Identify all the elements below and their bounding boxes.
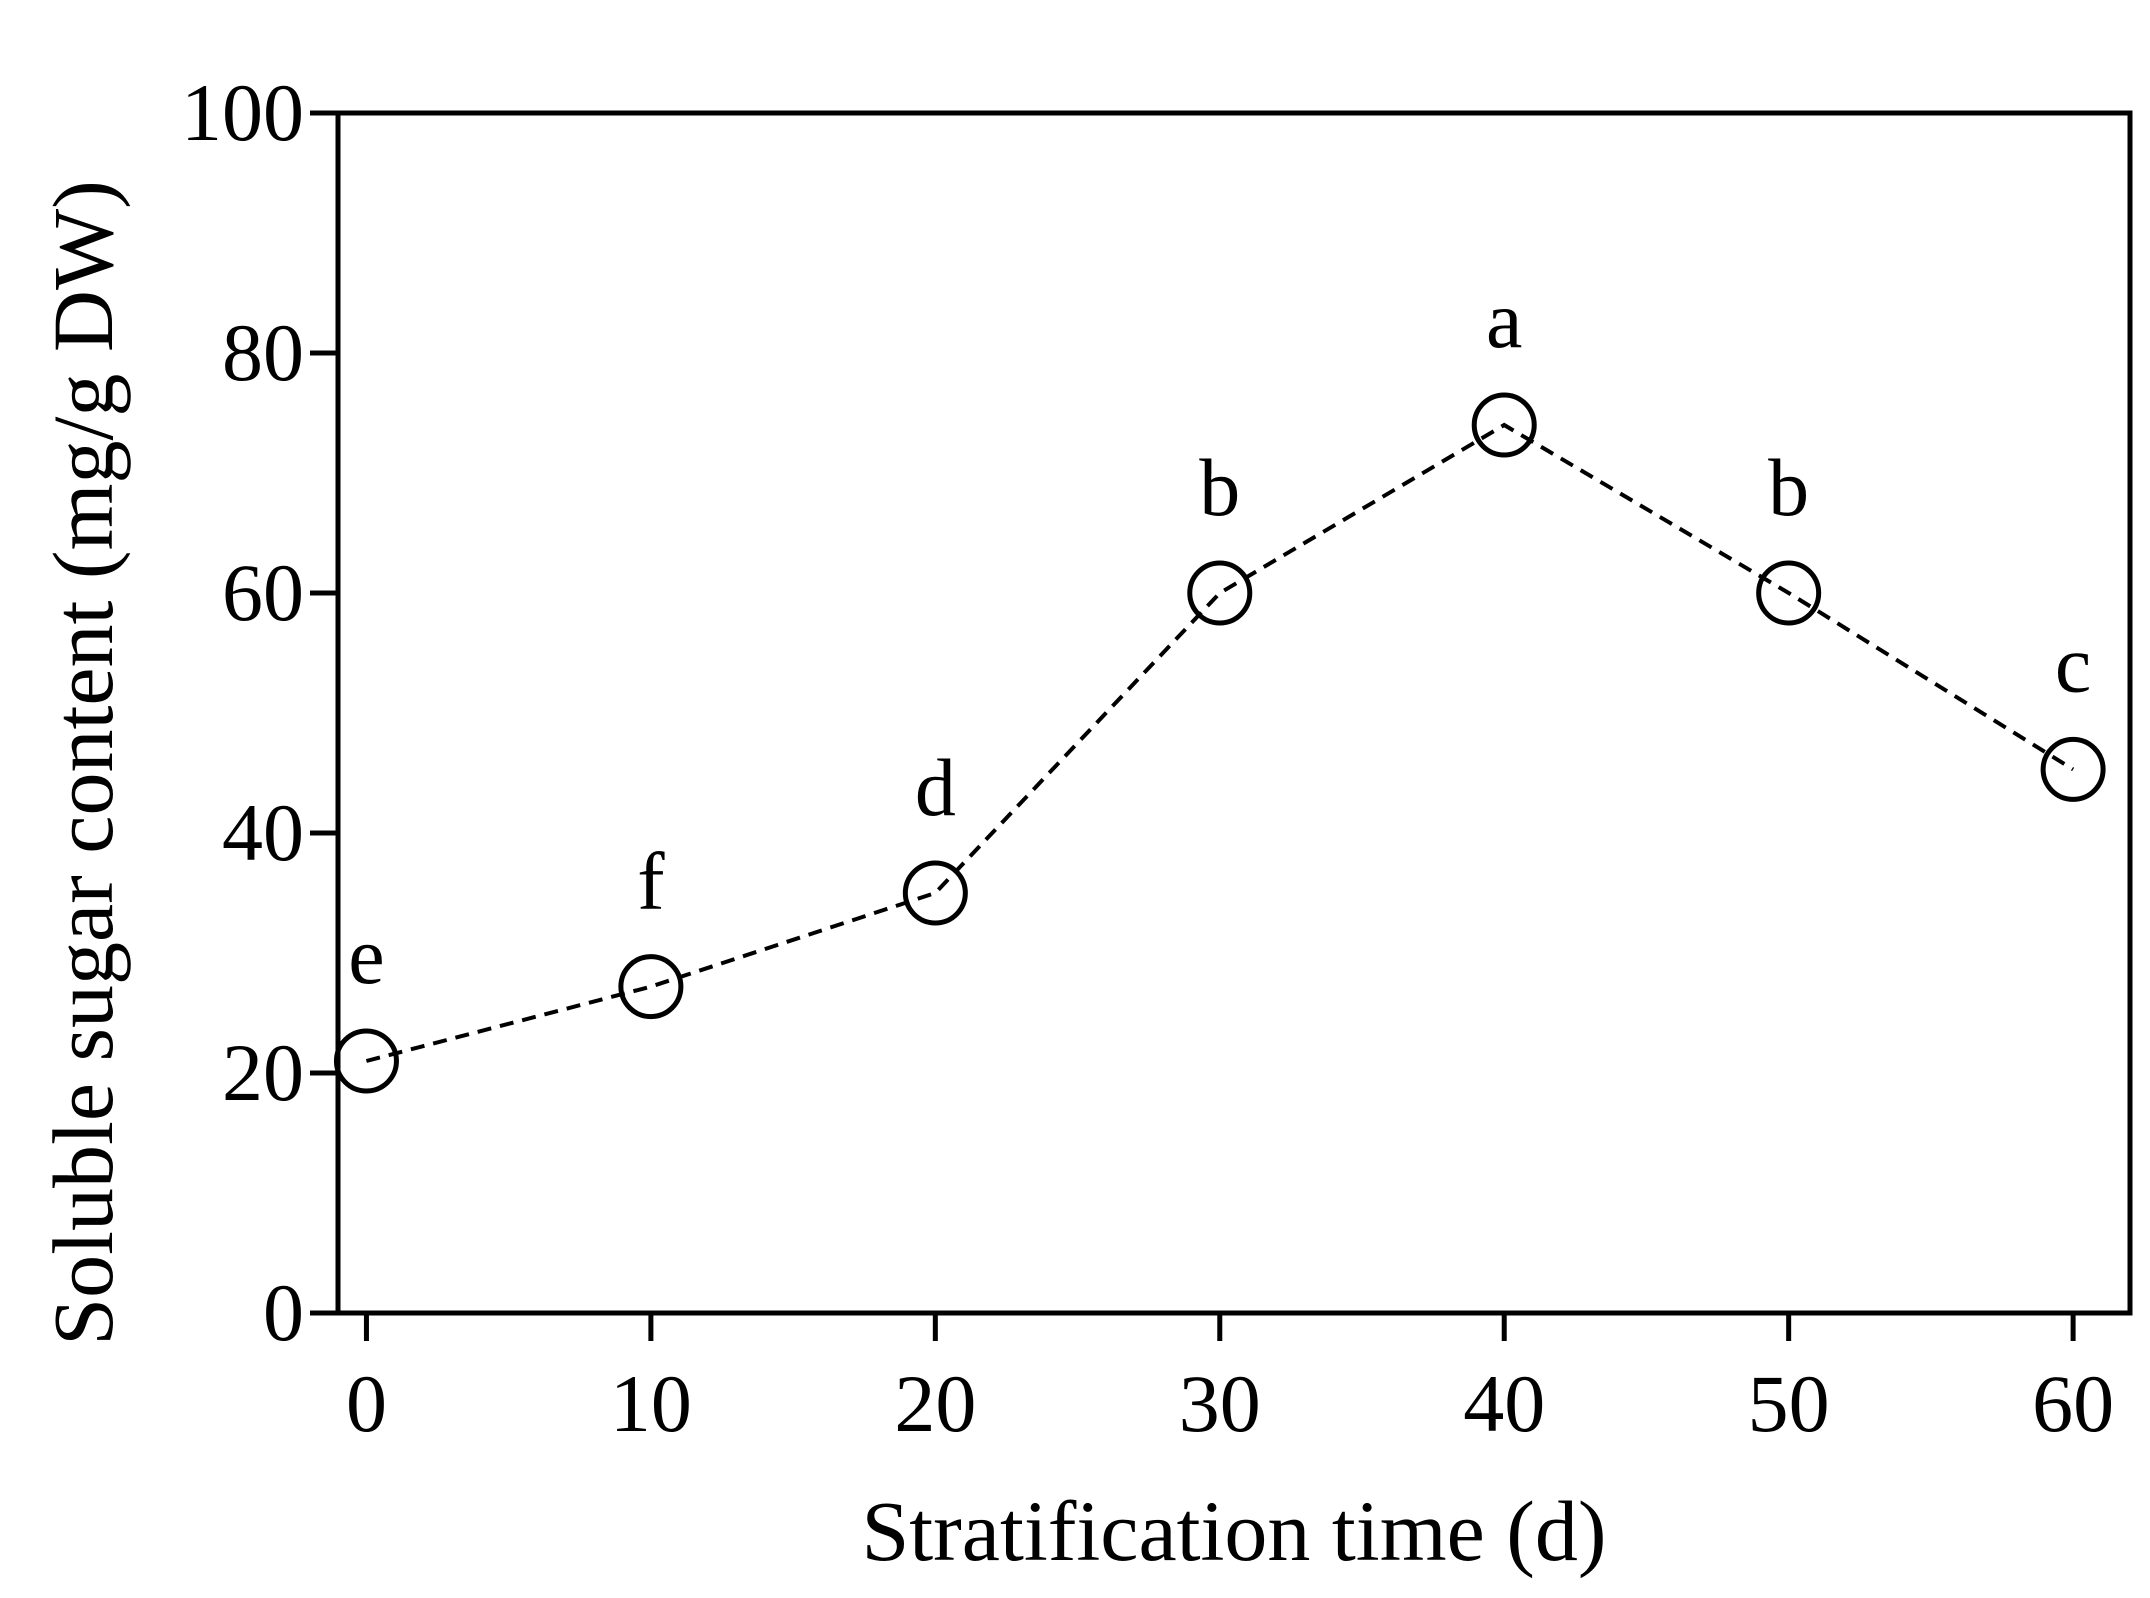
series-line bbox=[365, 422, 2075, 1063]
data-point-marker bbox=[2040, 736, 2106, 802]
x-axis: 0 10 20 30 40 50 60 bbox=[346, 1313, 2114, 1449]
y-tick-label: 80 bbox=[222, 307, 304, 398]
x-tick-label: 60 bbox=[2032, 1358, 2114, 1449]
x-tick-label: 50 bbox=[1748, 1358, 1830, 1449]
significance-letter: d bbox=[915, 742, 956, 833]
x-tick-label: 20 bbox=[894, 1358, 976, 1449]
plot-frame bbox=[335, 110, 2133, 1316]
y-axis-title: Soluble sugar content (mg/g DW) bbox=[35, 180, 131, 1346]
y-tick-label: 0 bbox=[263, 1267, 304, 1358]
significance-labels: e f d b a b c bbox=[348, 274, 2091, 1001]
y-tick-label: 40 bbox=[222, 787, 304, 878]
x-tick-label: 40 bbox=[1463, 1358, 1545, 1449]
significance-letter: b bbox=[1199, 442, 1240, 533]
significance-letter: f bbox=[637, 836, 665, 927]
y-tick-label: 20 bbox=[222, 1027, 304, 1118]
significance-letter: c bbox=[2055, 618, 2091, 709]
significance-letter: b bbox=[1768, 442, 1809, 533]
data-point-marker bbox=[1471, 392, 1537, 458]
data-point-marker bbox=[618, 954, 684, 1020]
y-tick-label: 100 bbox=[181, 67, 304, 158]
x-axis-title: Stratification time (d) bbox=[861, 1483, 1606, 1579]
x-tick-label: 0 bbox=[346, 1358, 387, 1449]
data-points bbox=[333, 392, 2106, 1094]
data-point-marker bbox=[902, 860, 968, 926]
significance-letter: e bbox=[348, 910, 384, 1001]
data-point-marker bbox=[1187, 560, 1253, 626]
y-axis: 0 20 40 60 80 100 bbox=[181, 67, 338, 1358]
significance-letter: a bbox=[1486, 274, 1522, 365]
y-tick-label: 60 bbox=[222, 547, 304, 638]
data-point-marker bbox=[333, 1028, 399, 1094]
x-tick-label: 30 bbox=[1179, 1358, 1261, 1449]
data-point-marker bbox=[1756, 560, 1822, 626]
x-tick-label: 10 bbox=[610, 1358, 692, 1449]
